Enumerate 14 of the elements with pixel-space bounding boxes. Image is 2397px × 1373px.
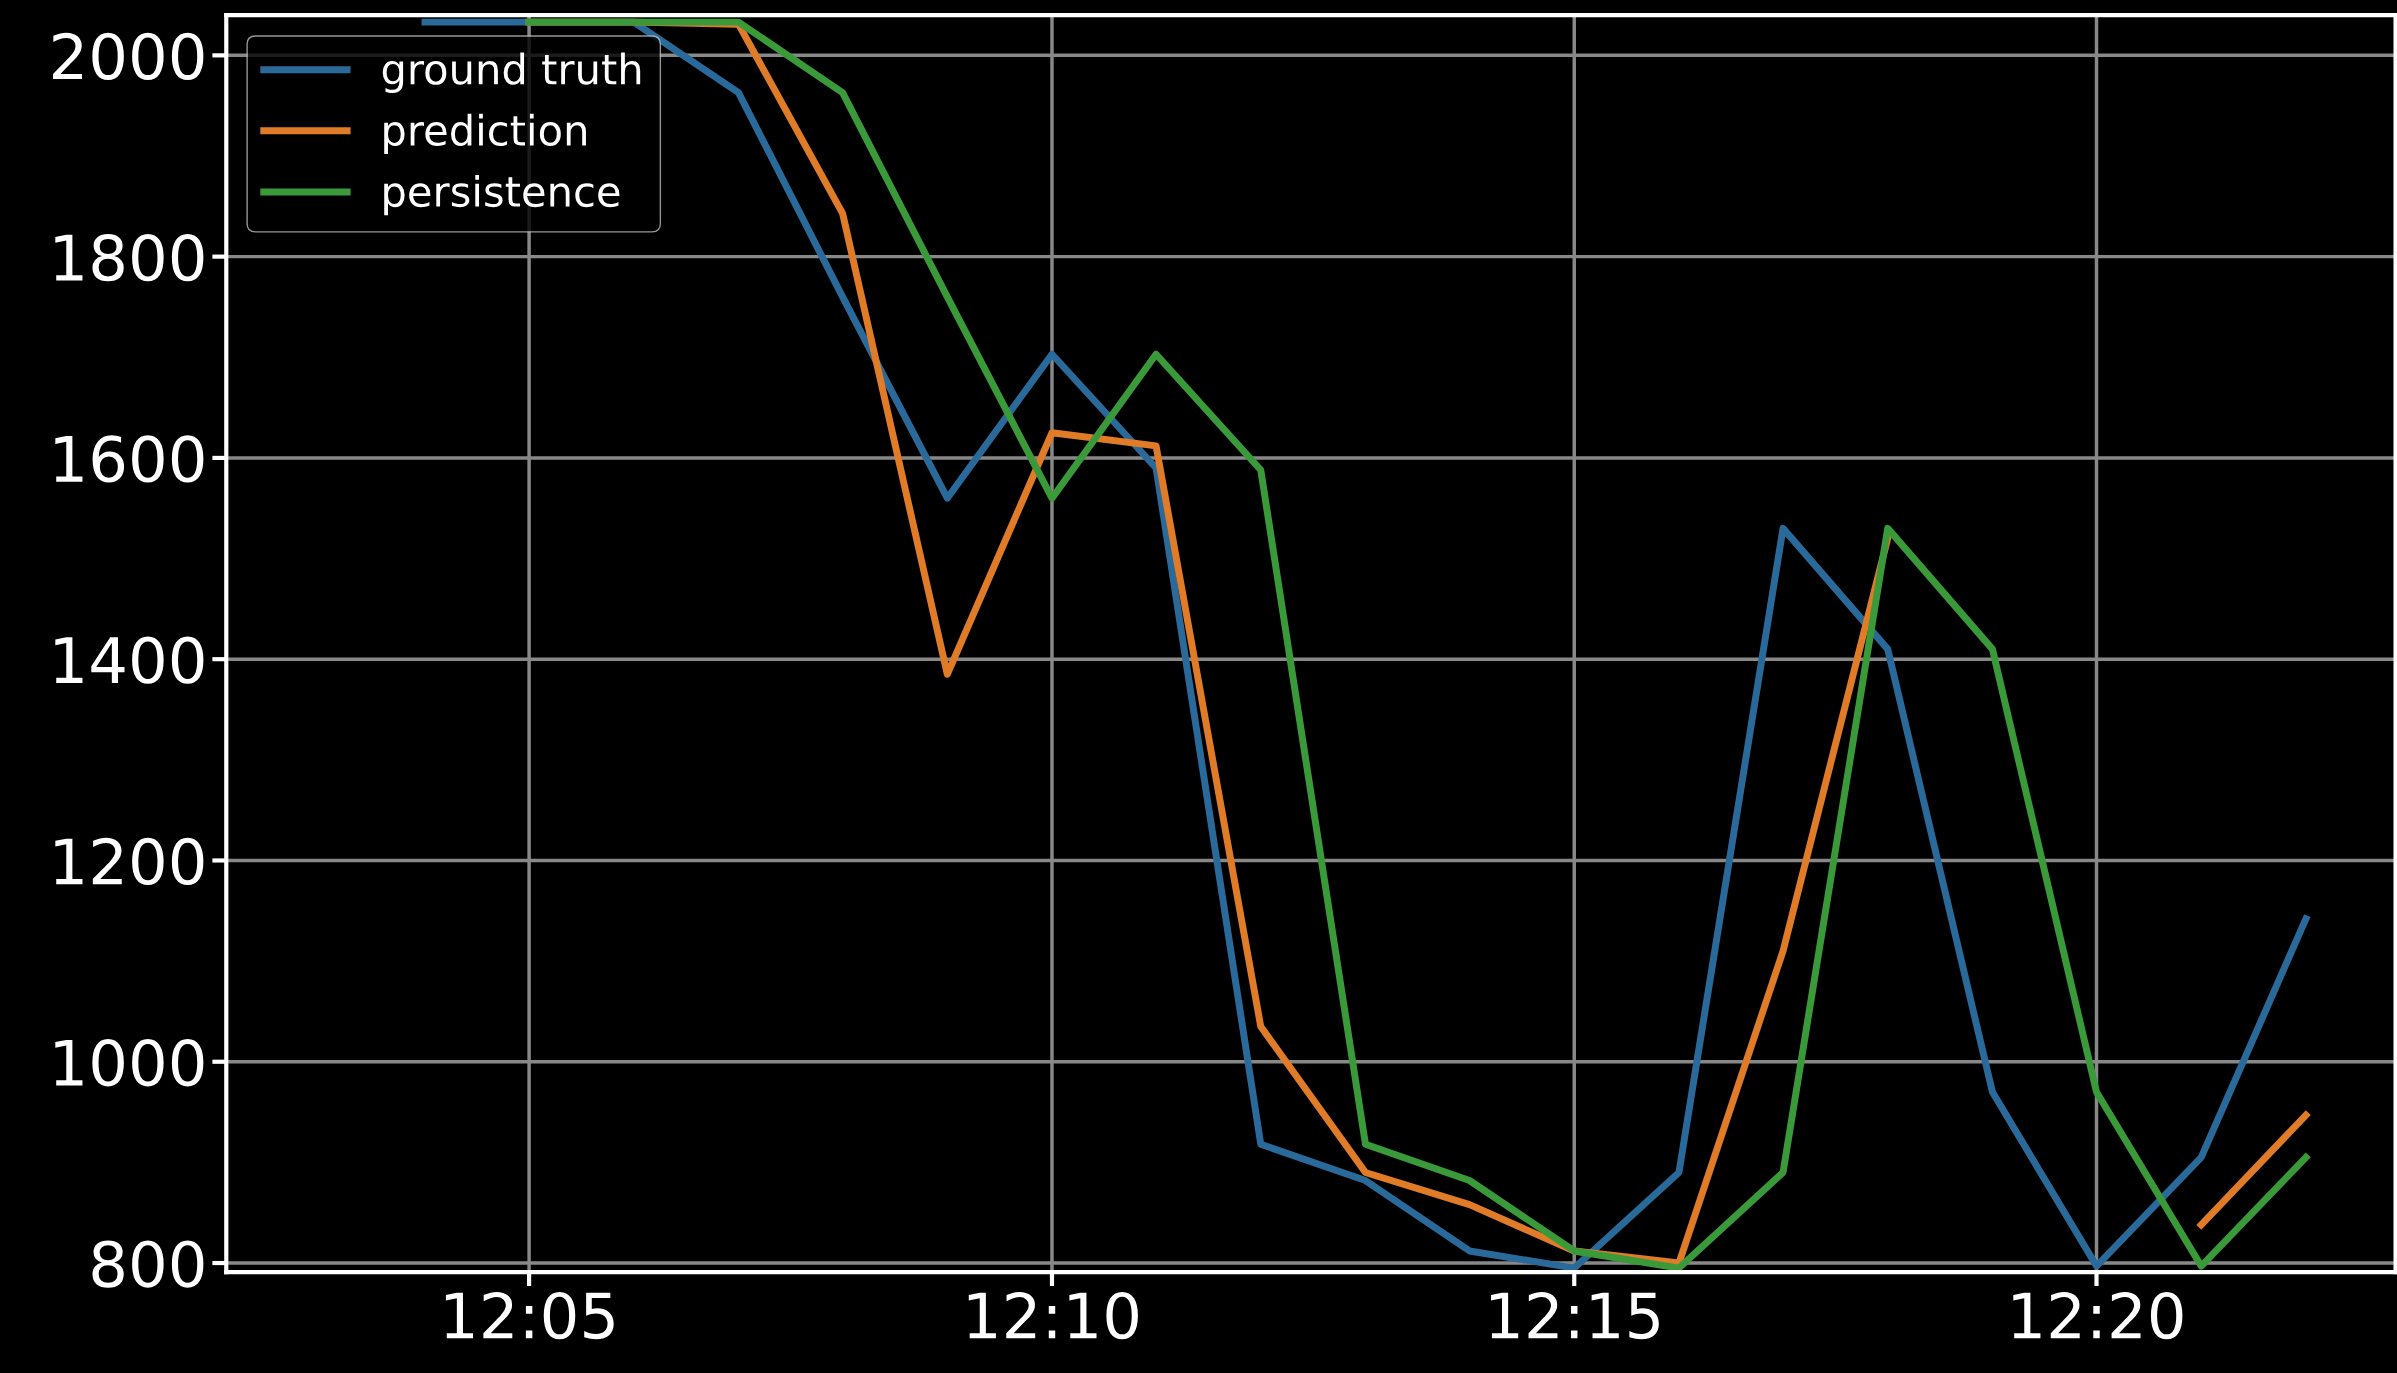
legend-label: prediction [384,113,586,155]
y-tick-label: 1600 [55,435,204,483]
y-tick-label: 2000 [53,32,204,80]
legend-label: ground truth [382,52,641,93]
x-tick-label: 12:20 [2013,1291,2183,1340]
y-tick-label: 1400 [55,636,204,684]
legend-label: persistence [384,174,620,216]
y-tick-label: 800 [92,1240,204,1288]
y-tick-label: 1200 [55,837,204,886]
y-tick-label: 1000 [55,1039,204,1087]
x-tick-label: 12:05 [445,1291,614,1340]
x-tick-label: 12:10 [968,1291,1138,1340]
y-tick-label: 1800 [55,234,204,282]
x-tick-label: 12:15 [1491,1291,1659,1340]
